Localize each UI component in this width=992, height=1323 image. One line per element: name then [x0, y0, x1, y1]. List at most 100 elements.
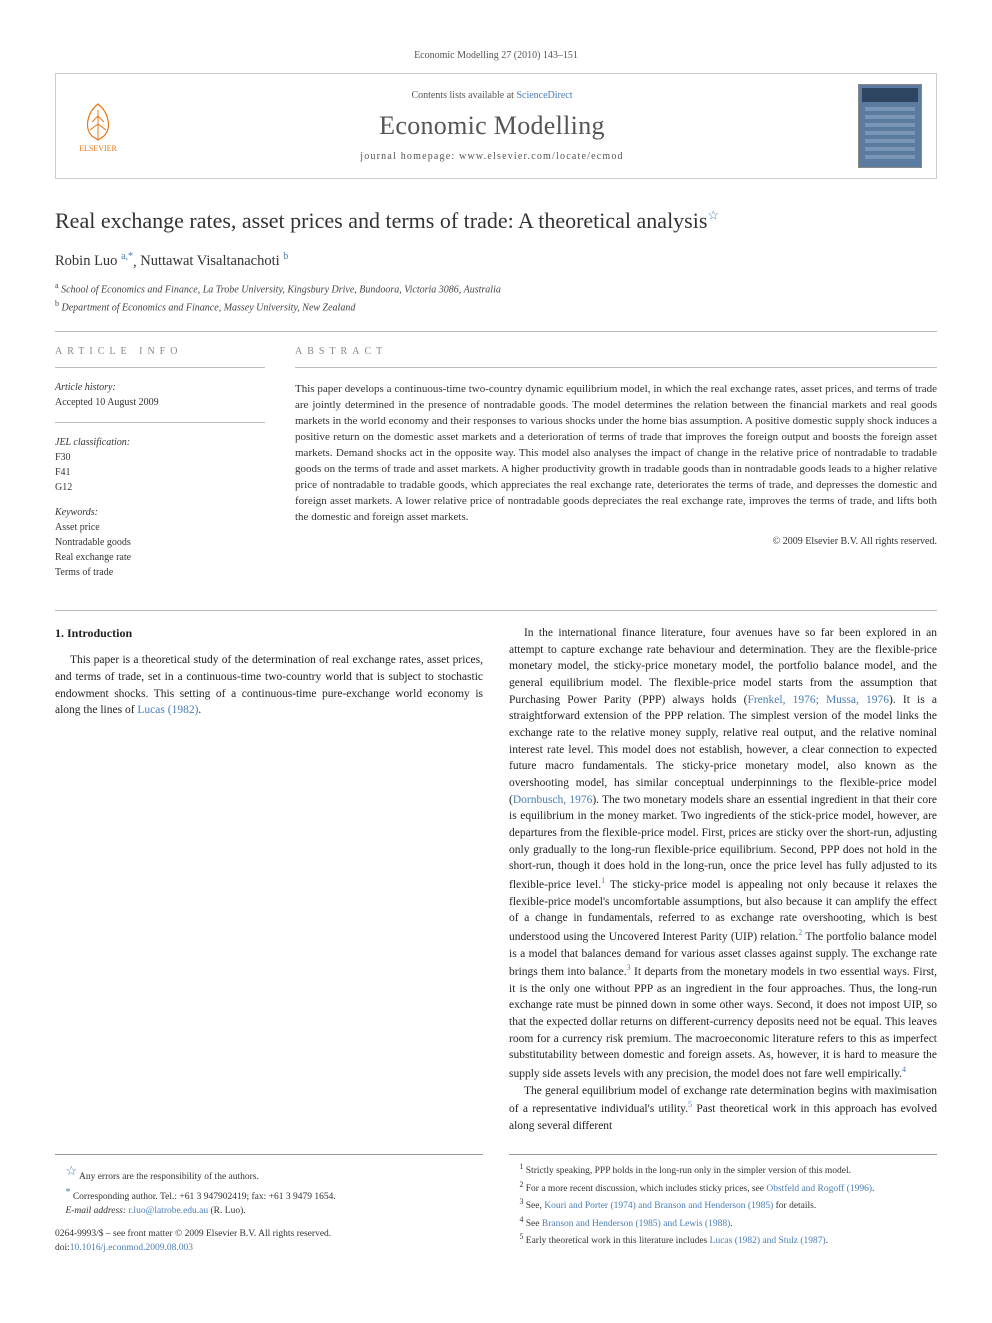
fn3-num: 3 — [519, 1197, 523, 1206]
fn-email: E-mail address: r.luo@latrobe.edu.au (R.… — [55, 1204, 483, 1218]
body-text: 1. Introduction This paper is a theoreti… — [55, 625, 937, 1134]
author-1-sup: a, — [121, 252, 128, 263]
p1-cite-lucas[interactable]: Lucas (1982) — [137, 704, 198, 716]
fn5b: . — [826, 1236, 828, 1246]
header-center: Contents lists available at ScienceDirec… — [140, 90, 844, 162]
fn-star: ☆ Any errors are the responsibility of t… — [55, 1161, 483, 1184]
info-divider-2 — [55, 422, 265, 423]
fn2-num: 2 — [519, 1180, 523, 1189]
fn5a: Early theoretical work in this literatur… — [526, 1236, 710, 1246]
author-1-name: Robin Luo — [55, 253, 117, 269]
body-p1: This paper is a theoretical study of the… — [55, 652, 483, 719]
email-link[interactable]: r.luo@latrobe.edu.au — [128, 1206, 208, 1216]
fn4-link[interactable]: Branson and Henderson (1985) and Lewis (… — [542, 1219, 730, 1229]
sciencedirect-link[interactable]: ScienceDirect — [516, 90, 572, 101]
abstract-column: ABSTRACT This paper develops a continuou… — [295, 346, 937, 592]
aff-a-text: School of Economics and Finance, La Trob… — [61, 285, 501, 296]
journal-homepage: journal homepage: www.elsevier.com/locat… — [140, 151, 844, 162]
footnotes-right-col: 1 Strictly speaking, PPP holds in the lo… — [509, 1140, 937, 1255]
contents-text: Contents lists available at — [411, 90, 516, 101]
kw-2: Real exchange rate — [55, 550, 265, 565]
aff-b-sup: b — [55, 299, 59, 308]
kw-3: Terms of trade — [55, 565, 265, 580]
fn5-num: 5 — [519, 1232, 523, 1241]
footnotes-left-col: ☆ Any errors are the responsibility of t… — [55, 1140, 483, 1255]
footnote-5: 5 Early theoretical work in this literat… — [509, 1231, 937, 1248]
p2-cite-frenkel[interactable]: Frenkel, 1976; Mussa, 1976 — [747, 694, 889, 706]
fn4b: . — [730, 1219, 732, 1229]
section-1-heading: 1. Introduction — [55, 625, 483, 642]
front-matter-line: 0264-9993/$ – see front matter © 2009 El… — [55, 1228, 483, 1241]
abstract-text: This paper develops a continuous-time tw… — [295, 382, 937, 525]
star-icon: ☆ — [65, 1163, 77, 1178]
asterisk-icon: * — [65, 1187, 70, 1198]
numbered-footnotes: 1 Strictly speaking, PPP holds in the lo… — [509, 1154, 937, 1248]
title-note-star-icon: ☆ — [707, 208, 719, 223]
footnotes-row: ☆ Any errors are the responsibility of t… — [55, 1140, 937, 1255]
author-2-name: Nuttawat Visaltanachoti — [140, 253, 279, 269]
history-heading: Article history: — [55, 382, 265, 393]
p2-cite-dornbusch[interactable]: Dornbusch, 1976 — [513, 794, 593, 806]
elsevier-tree-icon — [78, 100, 118, 144]
jel-heading: JEL classification: — [55, 437, 265, 448]
author-2: Nuttawat Visaltanachoti b — [140, 253, 288, 269]
article-info-label: ARTICLE INFO — [55, 346, 265, 357]
fn2a: For a more recent discussion, which incl… — [526, 1184, 767, 1194]
article-title: Real exchange rates, asset prices and te… — [55, 207, 937, 236]
doi-line: doi:10.1016/j.econmod.2009.08.003 — [55, 1242, 483, 1255]
article-title-text: Real exchange rates, asset prices and te… — [55, 208, 707, 233]
article-info-column: ARTICLE INFO Article history: Accepted 1… — [55, 346, 265, 592]
p1-text: This paper is a theoretical study of the… — [55, 654, 483, 716]
fn-corr-text: Corresponding author. Tel.: +61 3 947902… — [73, 1192, 336, 1202]
fn4a: See — [526, 1219, 542, 1229]
jel-1: F41 — [55, 465, 265, 480]
kw-heading: Keywords: — [55, 507, 265, 518]
elsevier-logo: ELSEVIER — [70, 93, 126, 159]
abstract-divider — [295, 367, 937, 368]
running-header: Economic Modelling 27 (2010) 143–151 — [55, 50, 937, 61]
divider-top — [55, 331, 937, 332]
keywords-block: Keywords: Asset price Nontradable goods … — [55, 507, 265, 580]
fn1-text: Strictly speaking, PPP holds in the long… — [526, 1167, 851, 1177]
footnote-1: 1 Strictly speaking, PPP holds in the lo… — [509, 1161, 937, 1178]
fn4-num: 4 — [519, 1215, 523, 1224]
journal-cover-thumbnail — [858, 84, 922, 168]
email-suffix: (R. Luo). — [208, 1206, 245, 1216]
footnote-3: 3 See, Kouri and Porter (1974) and Brans… — [509, 1196, 937, 1213]
author-footnotes: ☆ Any errors are the responsibility of t… — [55, 1154, 483, 1218]
p3d: It departs from the monetary models in t… — [509, 966, 937, 1080]
body-p2: In the international finance literature,… — [509, 625, 937, 1082]
kw-1: Nontradable goods — [55, 535, 265, 550]
fn3-link[interactable]: Kouri and Porter (1974) and Branson and … — [544, 1201, 773, 1211]
fn3b: for details. — [773, 1201, 816, 1211]
contents-available-line: Contents lists available at ScienceDirec… — [140, 90, 844, 101]
fn2b: . — [872, 1184, 874, 1194]
divider-body — [55, 610, 937, 611]
footnote-4: 4 See Branson and Henderson (1985) and L… — [509, 1214, 937, 1231]
affiliation-b: b Department of Economics and Finance, M… — [55, 298, 937, 315]
kw-0: Asset price — [55, 520, 265, 535]
info-abstract-row: ARTICLE INFO Article history: Accepted 1… — [55, 346, 937, 592]
affiliation-a: a School of Economics and Finance, La Tr… — [55, 280, 937, 297]
fn-corresponding: * Corresponding author. Tel.: +61 3 9479… — [55, 1185, 483, 1204]
p2b: ). It is a straightforward extension of … — [509, 694, 937, 806]
fn3a: See, — [526, 1201, 544, 1211]
publisher-name: ELSEVIER — [79, 144, 117, 153]
authors-line: Robin Luo a,*, Nuttawat Visaltanachoti b — [55, 252, 937, 271]
jel-2: G12 — [55, 480, 265, 495]
author-1: Robin Luo a,* — [55, 253, 133, 269]
p1-end: . — [198, 704, 201, 716]
fn5-link[interactable]: Lucas (1982) and Stulz (1987) — [710, 1236, 826, 1246]
abstract-copyright: © 2009 Elsevier B.V. All rights reserved… — [295, 536, 937, 547]
jel-0: F30 — [55, 450, 265, 465]
doi-block: 0264-9993/$ – see front matter © 2009 El… — [55, 1228, 483, 1255]
fn2-link[interactable]: Obstfeld and Rogoff (1996) — [766, 1184, 872, 1194]
jel-block: JEL classification: F30 F41 G12 — [55, 437, 265, 495]
journal-header-box: ELSEVIER Contents lists available at Sci… — [55, 73, 937, 179]
footnote-2: 2 For a more recent discussion, which in… — [509, 1179, 937, 1196]
body-p4: The general equilibrium model of exchang… — [509, 1083, 937, 1135]
journal-title: Economic Modelling — [140, 111, 844, 141]
doi-link[interactable]: 10.1016/j.econmod.2009.08.003 — [70, 1243, 193, 1253]
fn-ref-4[interactable]: 4 — [902, 1065, 906, 1074]
author-2-sup: b — [283, 252, 288, 263]
